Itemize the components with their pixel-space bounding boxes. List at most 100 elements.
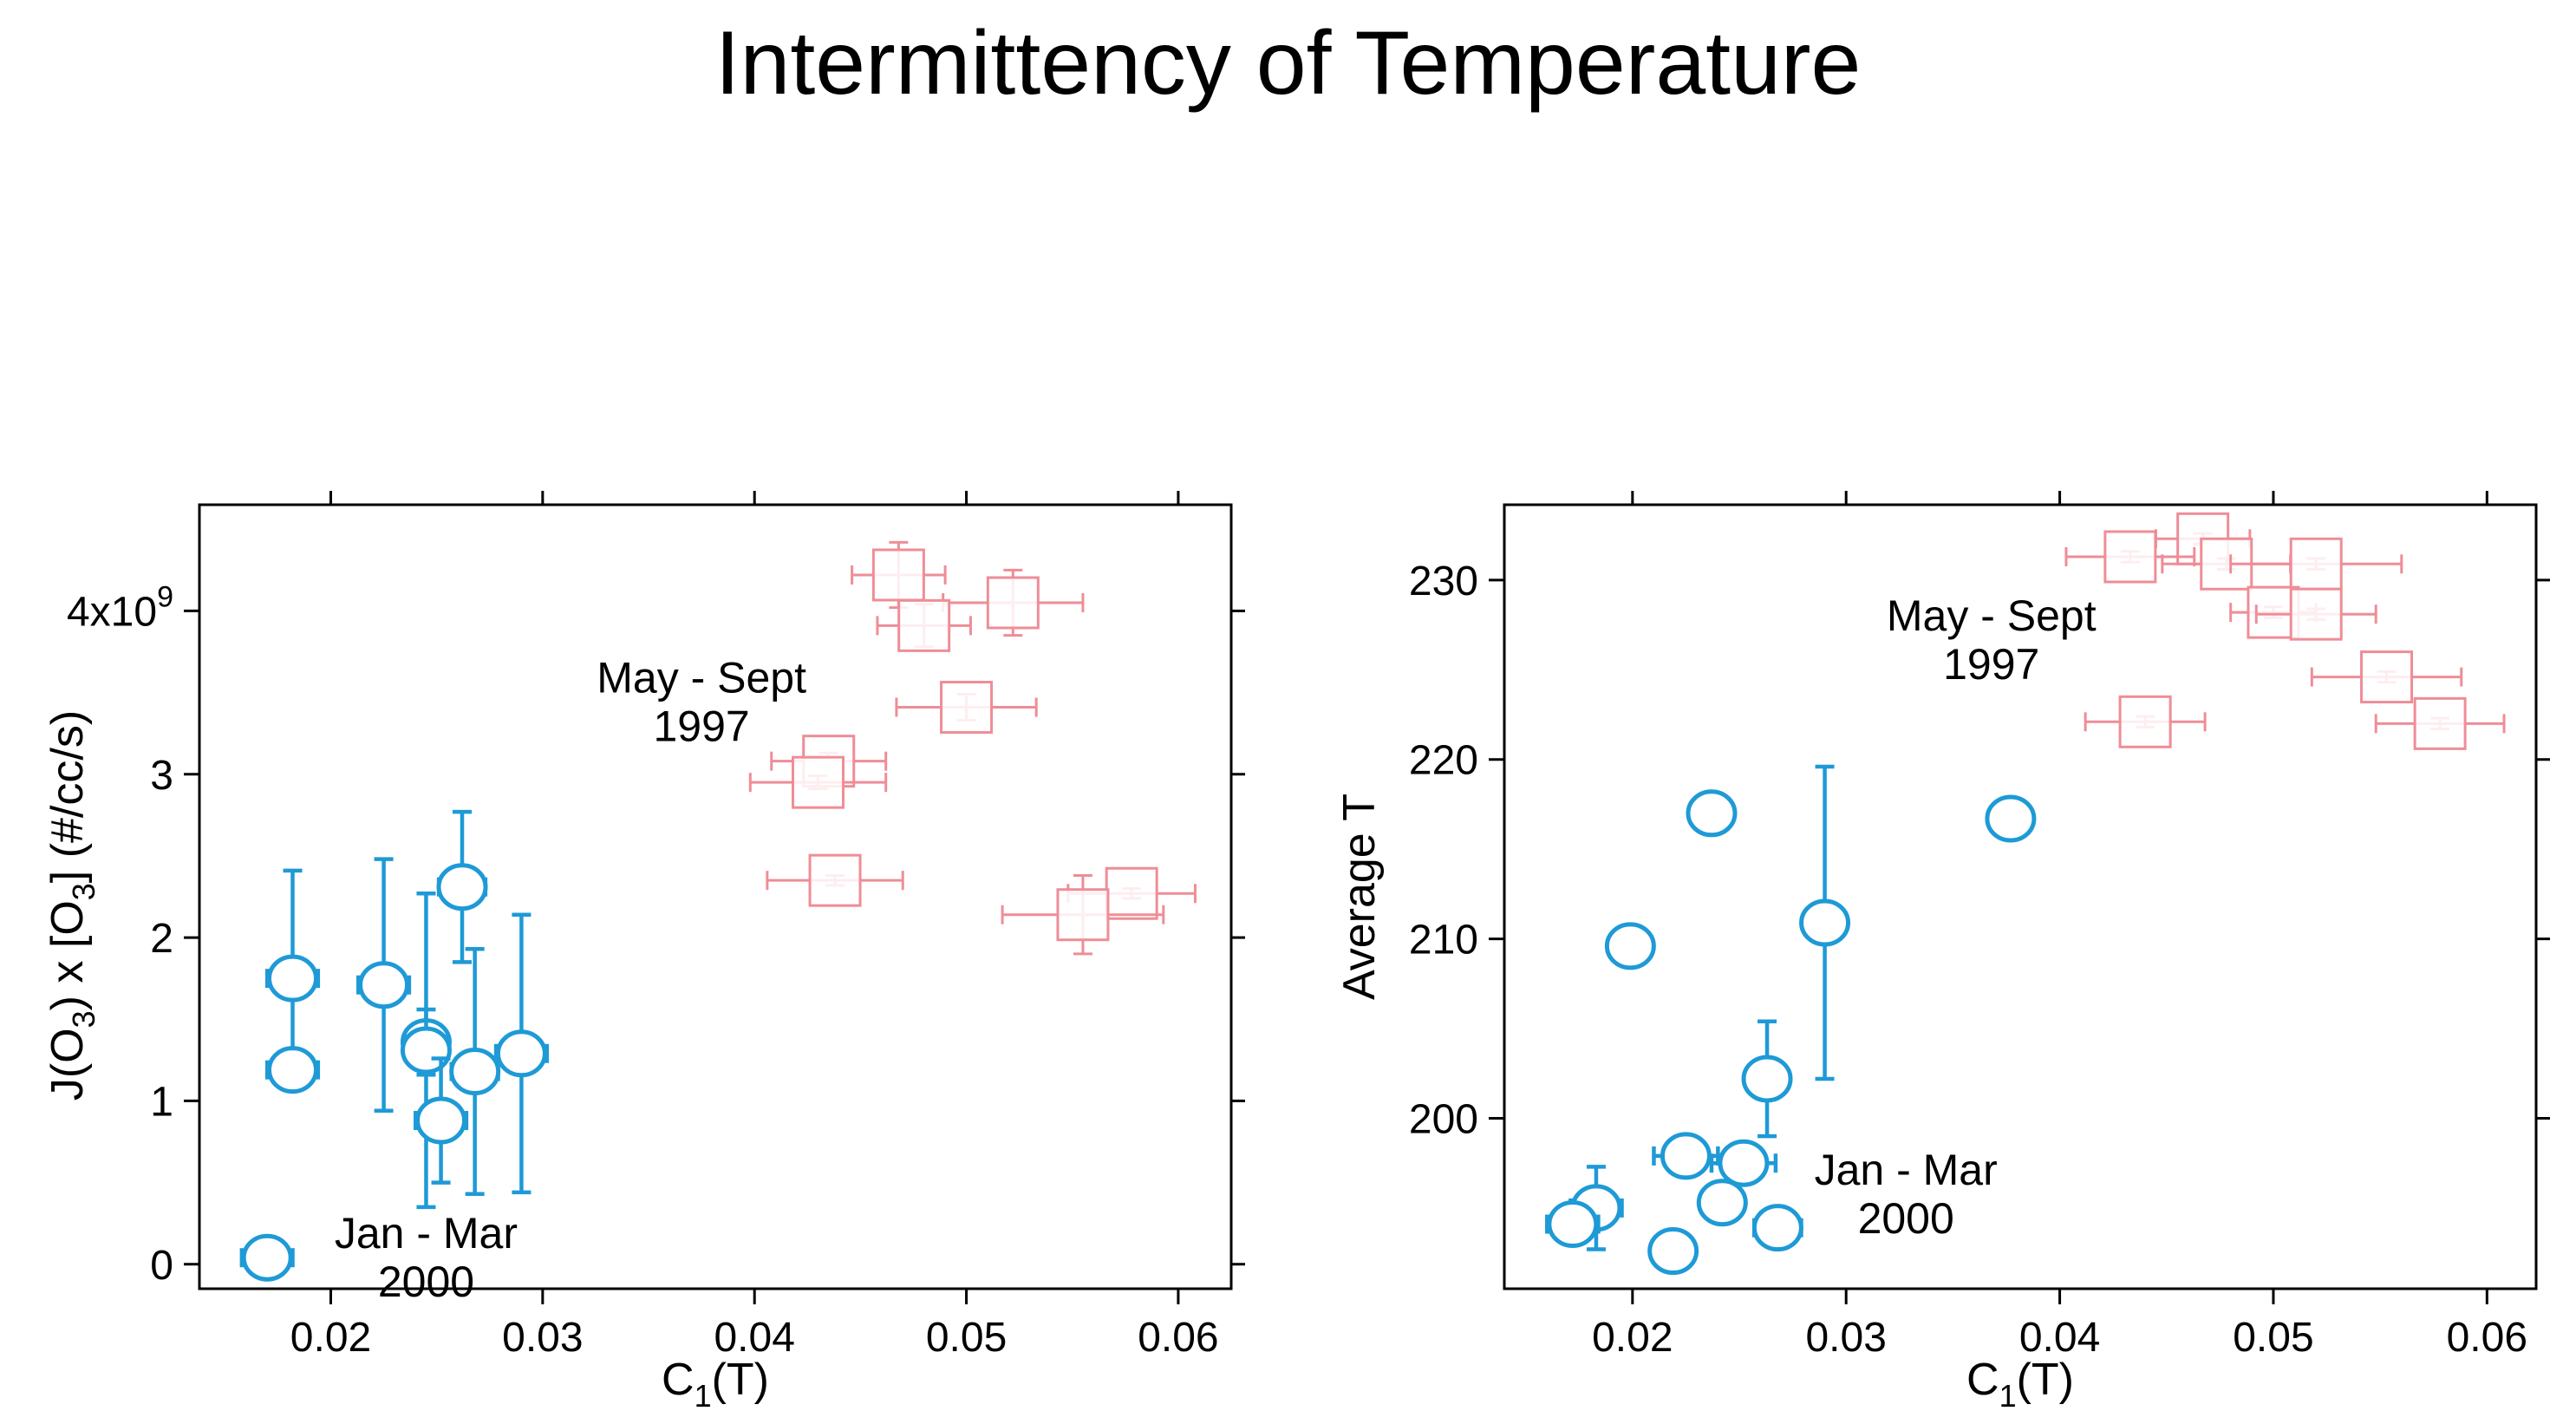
right-summer-point [2084, 695, 2207, 748]
left-x-tick-label: 0.04 [714, 1315, 794, 1361]
square-marker [792, 755, 845, 809]
square-marker [1056, 888, 1110, 942]
left-winter-point [264, 1046, 321, 1094]
circle-marker [1547, 1200, 1599, 1249]
left-y-tick-label: 4x109 [67, 580, 173, 635]
left-x-axis-title: C1(T) [662, 1355, 769, 1411]
right-y-tick-label: 220 [1409, 738, 1478, 784]
left-summer-point [748, 755, 888, 809]
right-summer-point [2064, 530, 2196, 584]
circle-marker [267, 954, 319, 1003]
right-annotation-line: Jan - Mar [1815, 1146, 1998, 1194]
right-winter-point [1696, 1179, 1748, 1227]
square-marker [871, 548, 925, 602]
right-y-tick-label: 210 [1409, 918, 1478, 964]
circle-marker [1741, 1055, 1793, 1103]
right-summer-point [2229, 537, 2403, 591]
left-winter-point [400, 891, 452, 1210]
square-marker [2289, 587, 2343, 641]
circle-marker [1985, 794, 2037, 843]
circle-marker [1686, 789, 1738, 838]
right-x-axis-title: C1(T) [1966, 1355, 2074, 1411]
square-marker [986, 576, 1040, 630]
circle-marker [449, 1048, 501, 1096]
right-y-tick-label: 230 [1409, 559, 1478, 604]
square-marker [2413, 696, 2467, 750]
left-summer-point [851, 540, 947, 610]
square-marker [1105, 866, 1158, 920]
right-winter-point [1751, 1204, 1803, 1252]
right-summer-point [2310, 650, 2463, 704]
left-winter-point [264, 868, 321, 1088]
circle-marker [1799, 898, 1851, 947]
left-x-tick-label: 0.02 [290, 1315, 371, 1361]
square-marker [940, 681, 994, 735]
left-winter-point [356, 857, 412, 1113]
circle-marker [241, 1233, 293, 1282]
right-x-tick-label: 0.05 [2233, 1315, 2313, 1361]
left-plot-frame [198, 503, 1233, 1290]
left-y-tick-label: 0 [150, 1243, 173, 1289]
right-x-tick-label: 0.06 [2447, 1315, 2527, 1361]
right-x-tick-label: 0.03 [1805, 1315, 1886, 1361]
right-winter-point [1709, 1139, 1778, 1187]
square-marker [2289, 537, 2343, 591]
right-winter-point [1686, 789, 1738, 838]
right-x-tick-label: 0.04 [2019, 1315, 2100, 1361]
left-annotation-line: May - Sept [597, 654, 806, 702]
square-marker [2360, 650, 2414, 704]
circle-marker [1604, 922, 1656, 970]
right-annotation-line: May - Sept [1887, 591, 2097, 640]
left-x-tick-label: 0.06 [1138, 1315, 1218, 1361]
left-y-tick-label: 3 [150, 753, 173, 799]
left-y-axis-title: J(O3) x [O3] (#/cc/s) [42, 710, 101, 1101]
left-winter-point [449, 947, 501, 1197]
square-marker [897, 598, 951, 652]
right-plot-frame [1503, 503, 2538, 1290]
circle-marker [415, 1096, 467, 1145]
right-winter-point [1545, 1200, 1601, 1249]
left-annotation-line: 2000 [378, 1257, 474, 1306]
circle-marker [436, 863, 488, 911]
left-y-tick-label: 2 [150, 916, 173, 962]
right-winter-point [1652, 1132, 1720, 1180]
right-y-tick-label: 200 [1409, 1096, 1478, 1142]
circle-marker [495, 1029, 547, 1078]
left-winter-point [436, 809, 488, 964]
circle-marker [267, 1046, 319, 1094]
right-winter-point [1604, 922, 1656, 970]
left-y-tick-label: 1 [150, 1079, 173, 1125]
right-summer-point [2374, 696, 2506, 750]
right-annotation-line: 2000 [1858, 1194, 1954, 1243]
left-summer-point [1001, 874, 1165, 956]
right-summer-point [2254, 587, 2377, 641]
right-winter-point [1985, 794, 2037, 843]
page-title: Intermittency of Temperature [714, 13, 1862, 114]
left-summer-point [766, 853, 904, 907]
circle-marker [1718, 1139, 1770, 1187]
circle-marker [358, 961, 410, 1009]
circle-marker [400, 1026, 452, 1075]
left-x-tick-label: 0.03 [502, 1315, 583, 1361]
left-y-tick-sup: 9 [157, 580, 173, 613]
left-winter-point [239, 1233, 295, 1282]
square-marker [2118, 695, 2172, 748]
right-winter-point [1799, 764, 1851, 1081]
right-winter-point [1741, 1019, 1793, 1139]
right-x-tick-label: 0.02 [1592, 1315, 1673, 1361]
left-annotation-line: Jan - Mar [335, 1209, 518, 1257]
circle-marker [1696, 1179, 1748, 1227]
left-summer-point [895, 681, 1038, 735]
circle-marker [1647, 1227, 1699, 1276]
left-x-tick-label: 0.05 [926, 1315, 1007, 1361]
square-marker [808, 853, 862, 907]
left-winter-point [413, 1056, 469, 1185]
left-winter-point [493, 912, 549, 1195]
circle-marker [1660, 1132, 1712, 1180]
